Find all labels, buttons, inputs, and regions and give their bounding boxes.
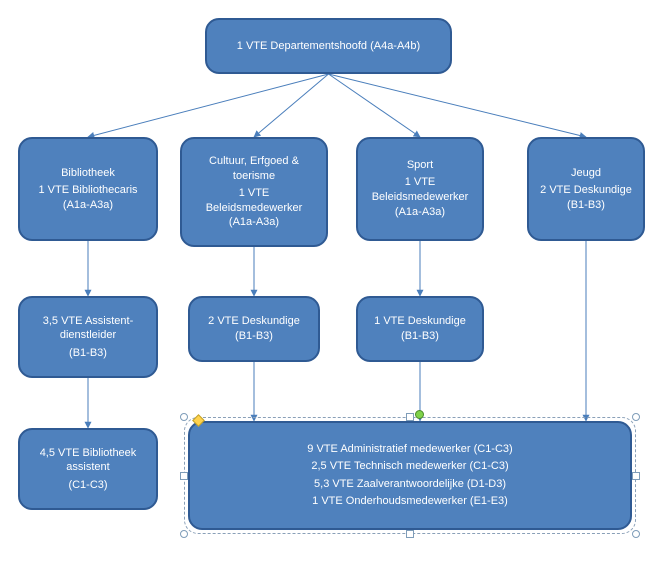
org-node-root[interactable]: 1 VTE Departementshoofd (A4a-A4b) (205, 18, 452, 74)
org-node-line: 3,5 VTE Assistent- (43, 314, 133, 329)
org-node-bib2[interactable]: 3,5 VTE Assistent-dienstleider (B1-B3) (18, 296, 158, 378)
org-node-line: Beleidsmedewerker (206, 201, 303, 216)
org-node-line: (A1a-A3a) (63, 198, 113, 213)
selection-handle[interactable] (180, 472, 188, 480)
selection-handle[interactable] (406, 413, 414, 421)
connector (329, 74, 421, 137)
selection-handle[interactable] (632, 472, 640, 480)
org-node-line: 1 VTE (405, 175, 436, 190)
org-node-line: (B1-B3) (401, 329, 439, 344)
org-node-bib3[interactable]: 4,5 VTE Bibliotheekassistent (C1-C3) (18, 428, 158, 510)
org-node-line: (B1-B3) (235, 329, 273, 344)
rotation-handle[interactable] (415, 410, 424, 419)
org-node-line: (B1-B3) (567, 198, 605, 213)
org-node-sport2[interactable]: 1 VTE Deskundige(B1-B3) (356, 296, 484, 362)
org-node-line: 1 VTE Deskundige (374, 314, 466, 329)
org-node-line: (A1a-A3a) (229, 215, 279, 230)
org-node-line: Beleidsmedewerker (372, 190, 469, 205)
connector (254, 74, 329, 137)
org-node-line: 1 VTE Onderhoudsmedewerker (E1-E3) (312, 494, 508, 509)
org-node-bib[interactable]: Bibliotheek 1 VTE Bibliothecaris(A1a-A3a… (18, 137, 158, 241)
org-node-line: (A1a-A3a) (395, 205, 445, 220)
org-node-line: 1 VTE (239, 186, 270, 201)
org-node-line: 1 VTE Departementshoofd (A4a-A4b) (237, 39, 420, 54)
org-node-line: (B1-B3) (69, 346, 107, 361)
selection-handle[interactable] (632, 413, 640, 421)
org-node-line: (C1-C3) (68, 478, 107, 493)
org-node-jeugd[interactable]: Jeugd 2 VTE Deskundige(B1-B3) (527, 137, 645, 241)
org-node-line: 1 VTE Bibliothecaris (38, 183, 137, 198)
selection-handle[interactable] (180, 530, 188, 538)
connector (88, 74, 329, 137)
connector (329, 74, 587, 137)
selection-handle[interactable] (180, 413, 188, 421)
selection-handle[interactable] (632, 530, 640, 538)
org-node-sport[interactable]: Sport 1 VTEBeleidsmedewerker(A1a-A3a) (356, 137, 484, 241)
selection-handle[interactable] (406, 530, 414, 538)
org-node-line: Cultuur, Erfgoed & (209, 154, 299, 169)
org-node-line: 2 VTE Deskundige (208, 314, 300, 329)
org-node-line: 4,5 VTE Bibliotheek (40, 446, 137, 461)
org-node-line: 2 VTE Deskundige (540, 183, 632, 198)
org-node-cult2[interactable]: 2 VTE Deskundige(B1-B3) (188, 296, 320, 362)
org-node-shared[interactable]: 9 VTE Administratief medewerker (C1-C3) … (188, 421, 632, 530)
org-node-cultuur[interactable]: Cultuur, Erfgoed &toerisme 1 VTEBeleidsm… (180, 137, 328, 247)
